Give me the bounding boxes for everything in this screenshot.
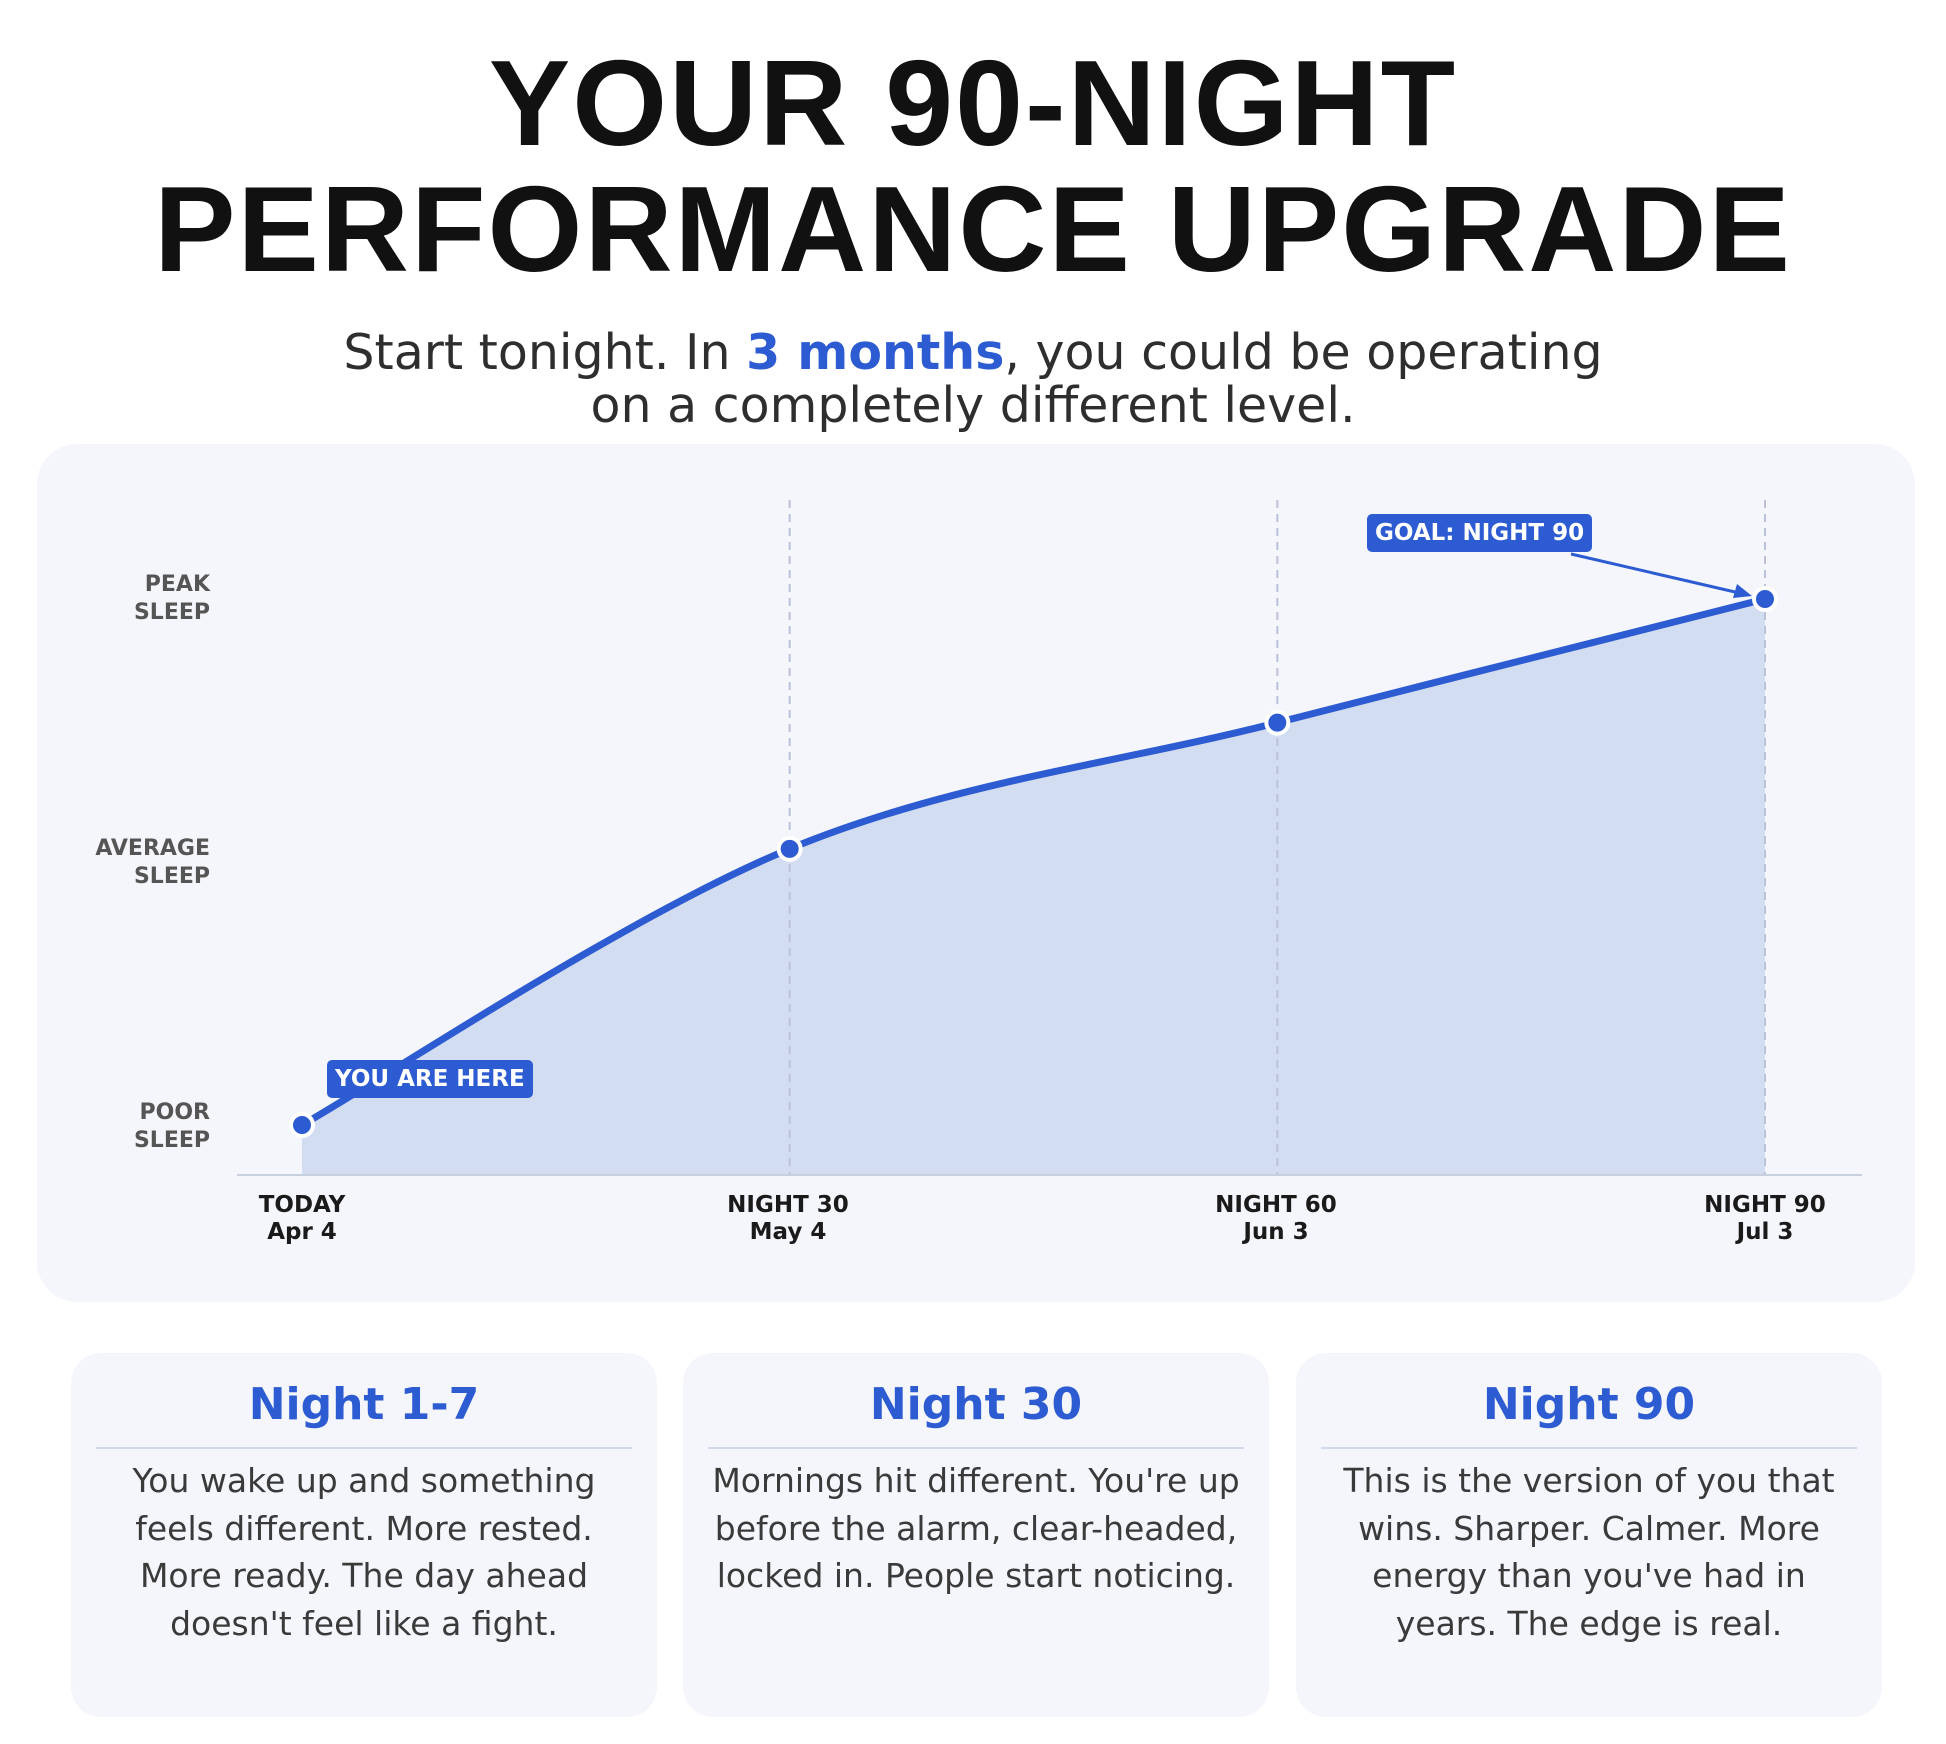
y-label-peak: PEAK SLEEP: [133, 572, 210, 625]
progress-chart: [237, 500, 1862, 1176]
card-divider: [96, 1447, 632, 1449]
data-point-night-0: [289, 1112, 315, 1138]
x-label-today: TODAY Apr 4: [258, 1192, 346, 1245]
data-point-night-30: [776, 835, 803, 862]
goal-arrowhead: [1733, 584, 1752, 598]
subtitle-highlight: 3 months: [746, 324, 1005, 381]
subtitle-text-end: , you could be operating on a completely…: [590, 324, 1603, 434]
card-body: Mornings hit different. You're up before…: [712, 1461, 1240, 1595]
data-point-night-60: [1264, 709, 1291, 736]
card-divider: [1321, 1447, 1857, 1449]
progress-line: [298, 595, 1769, 1129]
card-divider: [708, 1447, 1244, 1449]
subtitle-text: Start tonight. In: [343, 324, 747, 381]
x-label-night-30: NIGHT 30 May 4: [727, 1192, 849, 1245]
card-night-90: Night 90 This is the version of you that…: [1296, 1353, 1882, 1717]
you-are-here-label: YOU ARE HERE: [327, 1060, 533, 1098]
card-title: Night 30: [869, 1379, 1083, 1430]
card-title: Night 90: [1482, 1379, 1696, 1430]
card-night-30: Night 30 Mornings hit different. You're …: [683, 1353, 1269, 1717]
page-title: YOUR 90-NIGHT PERFORMANCE UPGRADE: [0, 40, 1946, 292]
area-fill: [302, 599, 1765, 1175]
card-title: Night 1-7: [248, 1379, 480, 1430]
y-label-poor: POOR SLEEP: [133, 1100, 210, 1153]
x-label-night-60: NIGHT 60 Jun 3: [1215, 1192, 1337, 1245]
x-label-night-90: NIGHT 90 Jul 3: [1704, 1192, 1826, 1245]
goal-label: GOAL: NIGHT 90: [1367, 514, 1593, 552]
title-line-1: YOUR 90-NIGHT: [488, 35, 1458, 171]
y-label-average: AVERAGE SLEEP: [95, 836, 210, 889]
goal-pointer: [1570, 552, 1749, 597]
card-body: This is the version of you that wins. Sh…: [1343, 1461, 1835, 1643]
card-body: You wake up and something feels differen…: [132, 1461, 596, 1643]
title-line-2: PERFORMANCE UPGRADE: [154, 161, 1792, 297]
subtitle: Start tonight. In 3 months, you could be…: [0, 326, 1946, 432]
data-point-night-90: [1752, 586, 1778, 612]
card-night-1-7: Night 1-7 You wake up and something feel…: [71, 1353, 657, 1717]
